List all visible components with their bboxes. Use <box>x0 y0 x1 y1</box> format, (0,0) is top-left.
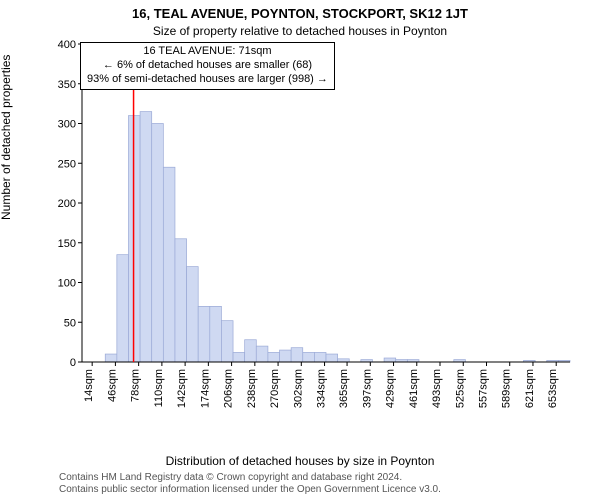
histogram-bar <box>210 306 222 362</box>
histogram-bar <box>303 352 315 362</box>
x-tick-label: 110sqm <box>153 369 165 407</box>
x-tick-label: 493sqm <box>431 369 443 408</box>
y-axis-label: Number of detached properties <box>0 55 13 220</box>
y-tick-label: 350 <box>58 79 76 91</box>
histogram-plot: 0 50 100 150 200 250 300 350 400 14sqm 46sqm 78sqm 1… <box>55 40 575 410</box>
histogram-bar <box>268 352 280 362</box>
x-tick-label: 557sqm <box>477 369 489 408</box>
page-subtitle: Size of property relative to detached ho… <box>0 24 600 38</box>
histogram-bar <box>291 348 303 362</box>
x-tick-label: 429sqm <box>385 369 397 408</box>
y-tick-label: 0 <box>70 357 76 369</box>
y-tick-label: 150 <box>58 238 76 250</box>
x-tick-label: 525sqm <box>454 369 466 408</box>
y-tick-label: 200 <box>58 198 76 210</box>
x-tick-label: 174sqm <box>199 369 211 408</box>
x-tick-label: 621sqm <box>524 369 536 408</box>
x-tick-label: 461sqm <box>408 369 420 408</box>
footnote-line-2: Contains public sector information licen… <box>59 484 441 496</box>
histogram-bar <box>163 167 175 362</box>
x-tick-label: 206sqm <box>223 369 235 408</box>
histogram-bar <box>233 352 245 362</box>
histogram-bar <box>175 239 187 362</box>
annotation-box: 16 TEAL AVENUE: 71sqm ← 6% of detached h… <box>80 42 335 90</box>
page-title: 16, TEAL AVENUE, POYNTON, STOCKPORT, SK1… <box>0 6 600 21</box>
x-tick-label: 78sqm <box>130 369 142 402</box>
y-tick-label: 300 <box>58 119 76 131</box>
x-tick-label: 14sqm <box>83 369 95 402</box>
histogram-bar <box>198 306 210 362</box>
x-tick-label: 589sqm <box>501 369 513 408</box>
histogram-bar <box>245 340 257 362</box>
histogram-bar <box>314 352 326 362</box>
y-tick-label: 100 <box>58 278 76 290</box>
x-tick-label: 46sqm <box>106 369 118 402</box>
histogram-bar <box>152 124 164 363</box>
annotation-line-2: ← 6% of detached houses are smaller (68) <box>87 59 328 73</box>
footnote: Contains HM Land Registry data © Crown c… <box>59 472 441 496</box>
x-tick-label: 653sqm <box>547 369 559 408</box>
x-tick-label: 270sqm <box>269 369 281 408</box>
histogram-bar <box>105 354 117 362</box>
histogram-bar <box>280 350 292 362</box>
footnote-line-1: Contains HM Land Registry data © Crown c… <box>59 472 441 484</box>
annotation-line-1: 16 TEAL AVENUE: 71sqm <box>87 45 328 59</box>
x-axis-label: Distribution of detached houses by size … <box>0 454 600 468</box>
x-tick-label: 142sqm <box>176 369 188 408</box>
histogram-bar <box>140 112 152 362</box>
x-tick-label: 334sqm <box>316 369 328 408</box>
annotation-line-3: 93% of semi-detached houses are larger (… <box>87 73 328 87</box>
x-tick-label: 365sqm <box>338 369 350 408</box>
histogram-bar <box>117 255 129 362</box>
histogram-bar <box>384 358 396 362</box>
x-tick-label: 238sqm <box>246 369 258 408</box>
y-tick-label: 50 <box>64 317 76 329</box>
histogram-bar <box>256 346 268 362</box>
histogram-bar <box>326 354 338 362</box>
x-tick-label: 397sqm <box>361 369 373 408</box>
histogram-bar <box>187 267 199 362</box>
x-tick-label: 302sqm <box>292 369 304 408</box>
histogram-bar <box>221 321 233 362</box>
y-tick-label: 250 <box>58 158 76 170</box>
y-tick-label: 400 <box>58 40 76 51</box>
